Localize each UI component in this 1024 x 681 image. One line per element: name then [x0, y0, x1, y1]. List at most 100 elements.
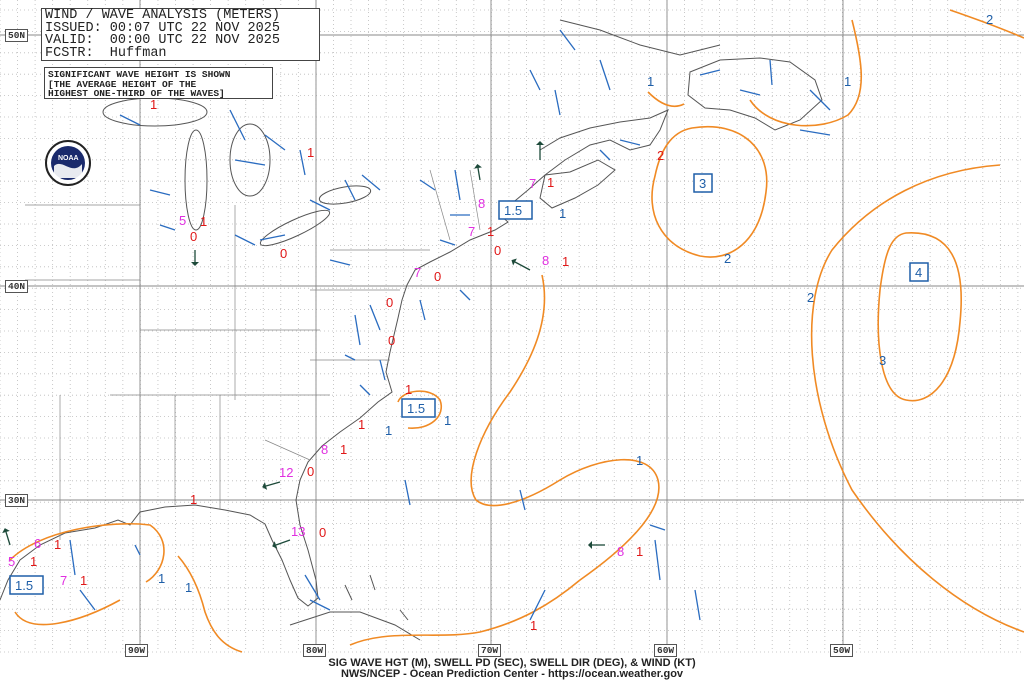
contour-line	[177, 555, 243, 653]
wind-barb	[234, 234, 256, 246]
wind-barb	[361, 174, 381, 191]
note-line: [THE AVERAGE HEIGHT OF THE	[48, 78, 197, 90]
wind-barb	[599, 149, 611, 161]
wave-height: 1	[562, 254, 569, 269]
lat-label-40n: 40N	[5, 280, 29, 293]
wave-contours	[9, 9, 1024, 653]
contour-labels: 2 1 1 2 2 3 1 1 1 1 1 1	[158, 12, 993, 595]
wind-barb	[419, 299, 426, 321]
noaa-logo-text: NOAA	[58, 155, 79, 162]
wind-barb	[119, 114, 141, 126]
swell-period: 12	[279, 465, 293, 480]
wind-barb	[559, 29, 576, 51]
boxed-maxima: 3 4 1.5 1.5 1.5	[9, 173, 929, 595]
wind-barb	[369, 304, 381, 331]
wind-barb	[519, 489, 526, 511]
wave-height: 1	[307, 145, 314, 160]
lon-label-60w: 60W	[654, 644, 678, 657]
wind-barb	[694, 589, 701, 621]
wave-height: 1	[190, 492, 197, 507]
wave-height: 0	[280, 246, 287, 261]
footer-credit: NWS/NCEP - Ocean Prediction Center - htt…	[340, 668, 684, 680]
max-box	[909, 262, 929, 282]
wind-barb	[229, 109, 246, 141]
wind-barb	[359, 384, 371, 396]
lon-label-50w: 50W	[830, 644, 854, 657]
wind-barb	[459, 289, 471, 301]
wave-height: 1	[150, 97, 157, 112]
border	[25, 150, 481, 540]
wind-barb	[69, 539, 76, 576]
wind-barb	[529, 69, 541, 91]
swell-arrow-head-icon	[536, 141, 544, 145]
lake-michigan	[184, 129, 208, 231]
noaa-logo: NOAA	[45, 140, 91, 186]
gulf-st-lawrence-coast	[539, 109, 669, 176]
contour-line	[9, 522, 165, 583]
max-box	[693, 173, 713, 193]
contour-line	[749, 19, 863, 127]
swell-period: 5	[179, 213, 186, 228]
wind-barb	[344, 179, 356, 201]
contour-line	[349, 274, 660, 646]
wind-barb	[404, 479, 411, 506]
wind-barb	[259, 234, 286, 241]
us-east-coast	[0, 174, 546, 607]
wind-barb	[454, 169, 461, 201]
wave-height: 0	[190, 229, 197, 244]
wind-barb	[299, 149, 306, 176]
wind-barb	[159, 224, 176, 231]
wave-height: 1	[636, 544, 643, 559]
wind-barb	[149, 189, 171, 196]
contour-label: 1	[158, 571, 165, 586]
wind-barb	[439, 239, 456, 246]
wind-barb	[739, 89, 761, 96]
swell-period: 5	[8, 554, 15, 569]
coastlines	[0, 19, 823, 641]
swell-arrow-head-icon	[511, 258, 517, 266]
wind-barb	[649, 524, 666, 531]
swell-period: 7	[60, 573, 67, 588]
swell-arrow-shaft	[275, 539, 291, 546]
wind-barb	[379, 359, 386, 381]
max-box	[9, 575, 44, 595]
forecaster: FCSTR: Huffman	[45, 45, 167, 61]
valid-time: VALID: 00:00 UTC 22 NOV 2025	[45, 33, 280, 48]
wave-height-note: SIGNIFICANT WAVE HEIGHT IS SHOWN [THE AVE…	[44, 67, 273, 99]
wave-height: 0	[307, 464, 314, 479]
contour-label: 3	[879, 353, 886, 368]
wind-barb	[769, 59, 773, 86]
wind-barb	[134, 544, 141, 556]
wave-height: 1	[487, 224, 494, 239]
wind-barb	[799, 129, 831, 136]
wind-barb	[599, 59, 611, 91]
max-label: 1.5	[407, 401, 425, 416]
max-label: 1.5	[504, 203, 522, 218]
wind-barb	[619, 139, 641, 146]
swell-period: 6	[34, 536, 41, 551]
max-label: 3	[699, 176, 706, 191]
wind-barb	[529, 589, 546, 621]
swell-arrow-shaft	[5, 531, 11, 546]
note-line: HIGHEST ONE-THIRD OF THE WAVES]	[48, 88, 225, 99]
wind-barb	[699, 69, 721, 76]
wave-height: 1	[30, 554, 37, 569]
wind-barb	[554, 89, 561, 116]
wind-barb	[304, 574, 321, 601]
swell-period: 7	[529, 176, 536, 191]
note-line: SIGNIFICANT WAVE HEIGHT IS SHOWN	[48, 69, 231, 80]
max-label: 4	[915, 265, 922, 280]
swell-period: 8	[321, 442, 328, 457]
wind-barb	[329, 259, 351, 266]
wave-height: 1	[200, 214, 207, 229]
wave-height: 1	[530, 618, 537, 633]
swell-arrow-head-icon	[262, 482, 268, 490]
contour-line	[810, 164, 1024, 633]
max-box	[498, 200, 533, 220]
lat-label-30n: 30N	[5, 494, 29, 507]
swell-period: 7	[414, 265, 421, 280]
swell-arrow-shaft	[477, 167, 481, 181]
wind-barb	[419, 179, 436, 191]
lake-erie	[259, 209, 331, 247]
